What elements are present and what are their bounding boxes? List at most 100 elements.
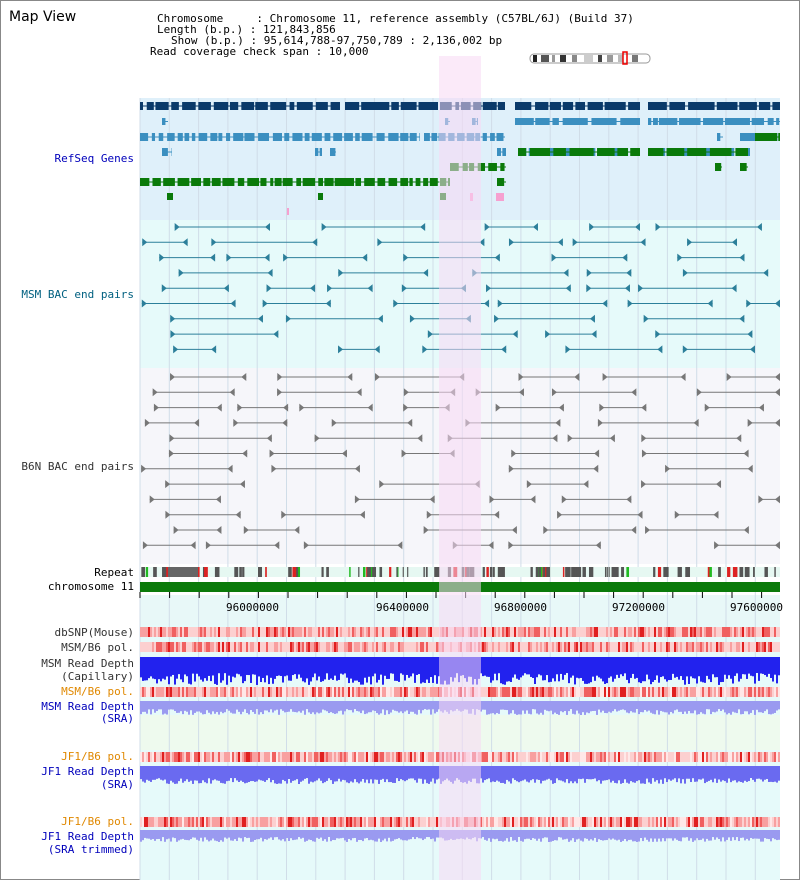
- pol-heat-cell: [260, 687, 262, 697]
- read-depth-bar: [626, 657, 628, 680]
- bac-end-marker: [494, 314, 500, 323]
- read-depth-bar: [400, 766, 402, 780]
- read-depth-bar: [306, 657, 308, 679]
- track-label-msm-bac[interactable]: MSM BAC end pairs: [21, 288, 134, 301]
- pol-heat-cell: [632, 627, 634, 637]
- read-depth-bar: [682, 830, 684, 838]
- track-label-refseq[interactable]: RefSeq Genes: [54, 152, 134, 165]
- read-depth-bar: [182, 766, 184, 783]
- read-depth-bar: [236, 766, 238, 781]
- read-depth-bar: [606, 830, 608, 841]
- read-depth-bar: [596, 830, 598, 842]
- pol-heat-cell: [776, 687, 778, 697]
- pol-heat-cell: [572, 752, 574, 762]
- read-depth-bar: [486, 830, 488, 841]
- read-depth-bar: [268, 657, 270, 685]
- pol-heat-cell: [688, 752, 690, 762]
- bac-end-marker: [574, 373, 580, 381]
- pol-heat-cell: [496, 687, 498, 697]
- read-depth-bar: [176, 701, 178, 713]
- track-label-jf1-b6-pol-2[interactable]: JF1/B6 pol.: [61, 815, 134, 828]
- pol-heat-cell: [278, 687, 280, 697]
- read-depth-bar: [742, 766, 744, 783]
- pol-heat-cell: [324, 627, 326, 637]
- read-depth-bar: [722, 657, 724, 682]
- pol-heat-cell: [706, 642, 708, 652]
- read-depth-bar: [228, 657, 230, 676]
- track-label-msm-depth-sra[interactable]: MSM Read Depth: [41, 700, 134, 713]
- bac-end-marker: [367, 403, 373, 412]
- bac-end-marker: [543, 526, 549, 534]
- pol-heat-cell: [492, 627, 494, 637]
- read-depth-bar: [434, 657, 436, 676]
- pol-heat-cell: [708, 817, 710, 827]
- read-depth-bar: [364, 766, 366, 783]
- pol-heat-cell: [602, 627, 604, 637]
- read-depth-bar: [608, 701, 610, 712]
- read-depth-bar: [192, 701, 194, 715]
- track-label-msm-b6-pol-2[interactable]: MSM/B6 pol.: [61, 685, 134, 698]
- read-depth-bar: [630, 701, 632, 712]
- track-label-b6n-bac[interactable]: B6N BAC end pairs: [21, 460, 134, 473]
- pol-heat-cell: [230, 752, 232, 762]
- read-depth-bar: [228, 766, 230, 781]
- pol-heat-cell: [516, 752, 518, 762]
- read-depth-bar: [330, 657, 332, 679]
- read-depth-bar: [692, 657, 694, 679]
- pol-heat-cell: [502, 627, 504, 637]
- track-label-dbsnp[interactable]: dbSNP(Mouse): [54, 626, 134, 639]
- read-depth-bar: [646, 701, 648, 712]
- read-depth-bar: [550, 766, 552, 781]
- track-label-repeat[interactable]: Repeat: [94, 566, 134, 579]
- read-depth-bar: [390, 766, 392, 783]
- track-label-msm-b6-pol-1[interactable]: MSM/B6 pol.: [61, 641, 134, 654]
- read-depth-bar: [268, 701, 270, 713]
- pol-heat-cell: [324, 752, 326, 762]
- pol-heat-cell: [696, 752, 698, 762]
- pol-heat-cell: [666, 752, 668, 762]
- track-label-jf1-b6-pol-1[interactable]: JF1/B6 pol.: [61, 750, 134, 763]
- bac-end-marker: [586, 268, 592, 277]
- read-depth-bar: [268, 830, 270, 839]
- read-depth-bar: [484, 830, 486, 840]
- pol-heat-cell: [360, 752, 362, 762]
- pol-heat-cell: [306, 627, 308, 637]
- bac-end-marker: [144, 418, 150, 427]
- pol-heat-cell: [738, 642, 740, 652]
- read-depth-bar: [308, 701, 310, 713]
- read-depth-bar: [436, 701, 438, 712]
- read-depth-bar: [684, 701, 686, 712]
- read-depth-bar: [166, 766, 168, 784]
- pol-heat-cell: [638, 817, 640, 827]
- read-depth-bar: [762, 766, 764, 782]
- pol-heat-cell: [408, 752, 410, 762]
- track-label-jf1-depth-trimmed[interactable]: JF1 Read Depth: [41, 830, 134, 843]
- read-depth-bar: [208, 657, 210, 676]
- read-depth-bar: [288, 657, 290, 681]
- gene-exon: [296, 178, 302, 186]
- bac-end-marker: [674, 510, 680, 519]
- read-depth-bar: [718, 766, 720, 780]
- read-depth-bar: [420, 766, 422, 779]
- read-depth-bar: [558, 657, 560, 682]
- pol-heat-cell: [186, 817, 188, 827]
- pol-heat-cell: [584, 642, 586, 652]
- read-depth-bar: [142, 657, 144, 681]
- pol-heat-cell: [636, 687, 638, 697]
- pol-heat-cell: [338, 817, 340, 827]
- pol-heat-cell: [348, 627, 350, 637]
- read-depth-bar: [662, 657, 664, 677]
- read-depth-bar: [586, 657, 588, 684]
- read-depth-bar: [436, 766, 438, 780]
- pol-heat-cell: [286, 627, 288, 637]
- read-depth-bar: [180, 766, 182, 779]
- length-info: Length (b.p.) : 121,843,856: [157, 23, 336, 36]
- track-label-msm-depth-capillary[interactable]: MSM Read Depth: [41, 657, 134, 670]
- read-depth-bar: [396, 701, 398, 712]
- gene-exon: [177, 178, 190, 186]
- pol-heat-cell: [288, 627, 290, 637]
- pol-heat-cell: [202, 752, 204, 762]
- pol-heat-cell: [158, 642, 160, 652]
- track-label-jf1-depth-sra[interactable]: JF1 Read Depth: [41, 765, 134, 778]
